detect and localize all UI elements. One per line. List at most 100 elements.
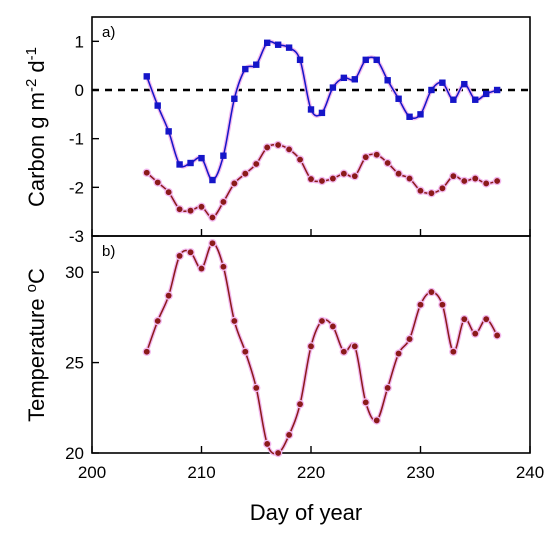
data-point: [297, 401, 303, 408]
y-tick-label: 25: [65, 354, 84, 373]
y-tick-label: 20: [65, 444, 84, 463]
data-point: [253, 161, 260, 167]
data-point: [439, 301, 446, 308]
y-axis-label: Carbon g m-2 d-1: [23, 47, 50, 207]
data-point: [242, 170, 249, 177]
data-point: [330, 175, 336, 182]
data-point: [176, 206, 183, 213]
data-point: [417, 301, 424, 308]
x-axis-label: Day of year: [250, 500, 363, 525]
data-point: [395, 170, 402, 177]
data-point: [220, 263, 227, 270]
data-point: [187, 207, 194, 214]
data-point: [384, 385, 391, 391]
series-line: [146, 242, 498, 455]
data-point: [253, 385, 260, 391]
data-point: [483, 316, 490, 323]
data-point: [187, 249, 194, 256]
data-point: [198, 203, 205, 210]
data-point: [406, 175, 413, 182]
panel-a: 1 0 -1 -2 -3 a) Carbon g m-2 d-1: [23, 16, 531, 246]
data-point: [494, 332, 501, 339]
data-point: [406, 113, 413, 120]
data-point: [494, 178, 501, 184]
data-point: [319, 318, 325, 324]
data-point: [428, 289, 435, 295]
data-point: [307, 106, 315, 113]
data-point: [461, 316, 468, 323]
data-point: [286, 146, 292, 153]
data-point: [220, 152, 227, 159]
data-point: [165, 128, 172, 135]
x-tick-label: 240: [516, 463, 544, 482]
data-point: [417, 187, 424, 194]
data-point: [297, 156, 303, 163]
data-point: [450, 348, 457, 355]
data-point: [231, 318, 238, 324]
data-point: [472, 96, 479, 103]
data-point: [395, 350, 402, 357]
data-point: [154, 318, 161, 324]
data-point: [165, 189, 172, 196]
data-point: [384, 77, 391, 84]
data-point: [472, 330, 479, 337]
data-point: [209, 240, 216, 247]
data-point: [362, 56, 369, 64]
data-point: [373, 56, 380, 64]
data-point: [231, 180, 238, 187]
data-point: [296, 56, 304, 64]
panel-label: a): [102, 24, 115, 41]
data-point: [308, 343, 314, 350]
data-point: [439, 185, 446, 192]
data-point: [285, 44, 293, 51]
data-point: [483, 180, 490, 187]
data-point: [165, 292, 172, 299]
data-point: [275, 450, 282, 456]
y-tick-label: -1: [69, 130, 84, 149]
data-point: [220, 199, 227, 205]
y-axis-label: Temperature oC: [23, 268, 50, 422]
data-point: [472, 175, 479, 182]
plot-frame: [91, 16, 531, 237]
data-point: [286, 432, 292, 438]
data-point: [351, 343, 358, 350]
data-point: [308, 176, 314, 182]
data-point: [242, 348, 249, 355]
y-tick-label: -3: [69, 227, 84, 246]
data-point: [340, 348, 347, 355]
data-point: [198, 154, 205, 162]
data-point: [318, 109, 326, 117]
x-tick-label: 210: [187, 463, 215, 482]
data-point: [461, 178, 468, 184]
data-point: [428, 190, 435, 197]
y-tick-label: 0: [75, 81, 84, 100]
data-point: [231, 95, 238, 102]
x-tick-label: 200: [78, 463, 106, 482]
data-point: [362, 399, 369, 406]
data-point: [209, 214, 216, 221]
data-point: [428, 86, 435, 94]
data-point: [274, 41, 282, 48]
data-point: [373, 151, 380, 158]
x-tick-label: 230: [406, 463, 434, 482]
data-point: [340, 170, 347, 177]
data-point: [154, 179, 161, 186]
data-point: [242, 65, 249, 73]
data-point: [264, 441, 271, 447]
panel-b: 20 25 30 200 210 220 230 240 b) Temperature oC: [23, 235, 544, 482]
data-point: [143, 169, 150, 176]
data-point: [450, 96, 457, 103]
data-point: [143, 73, 150, 80]
data-point: [406, 336, 413, 342]
y-tick-label: -2: [69, 178, 84, 197]
data-point: [439, 79, 446, 86]
x-tick-label: 220: [297, 463, 325, 482]
data-point: [373, 417, 380, 424]
data-point: [450, 173, 457, 180]
data-point: [198, 265, 205, 272]
y-tick-label: 30: [65, 263, 84, 282]
data-point: [461, 80, 468, 88]
data-point: [209, 176, 216, 184]
data-point: [340, 74, 348, 82]
